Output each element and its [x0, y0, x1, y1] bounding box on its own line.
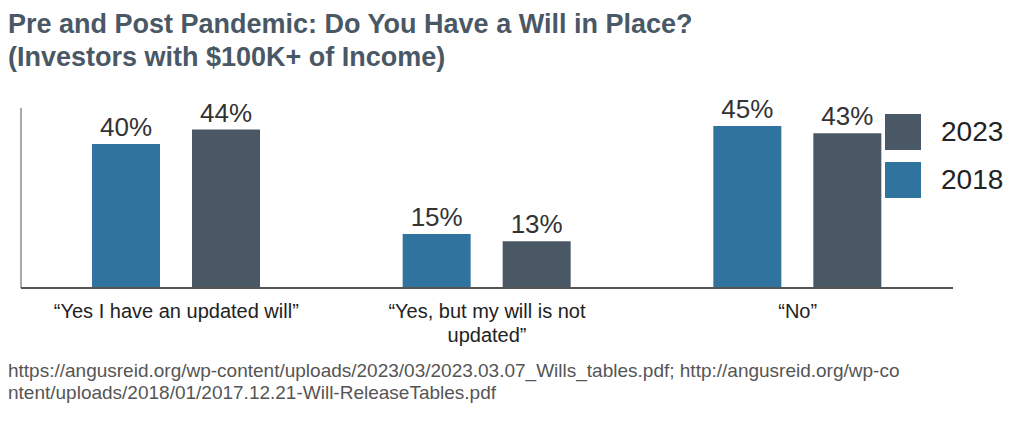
- svg-text:40%: 40%: [100, 112, 152, 142]
- svg-text:45%: 45%: [721, 94, 773, 124]
- svg-text:“Yes I have an updated will”: “Yes I have an updated will”: [54, 300, 299, 322]
- svg-text:“No”: “No”: [778, 300, 817, 322]
- html-text:Pre and Post Pandemic: Do You: Pre and Post Pandemic: Do You Have a Wil…: [8, 9, 693, 39]
- html-text:(Investors with $100K+ of Inco: (Investors with $100K+ of Income): [8, 42, 446, 72]
- html-text:2018: 2018: [941, 164, 1004, 195]
- svg-text:“Yes, but my will is notupdate: “Yes, but my will is notupdated”: [388, 300, 586, 346]
- svg-text:44%: 44%: [200, 98, 252, 128]
- svg-text:15%: 15%: [411, 202, 463, 232]
- html-text:https://angusreid.org/wp-conte: https://angusreid.org/wp-content/uploads…: [8, 360, 900, 403]
- svg-text:13%: 13%: [511, 209, 563, 239]
- svg-text:43%: 43%: [821, 101, 873, 131]
- html-text:2023: 2023: [941, 116, 1004, 147]
